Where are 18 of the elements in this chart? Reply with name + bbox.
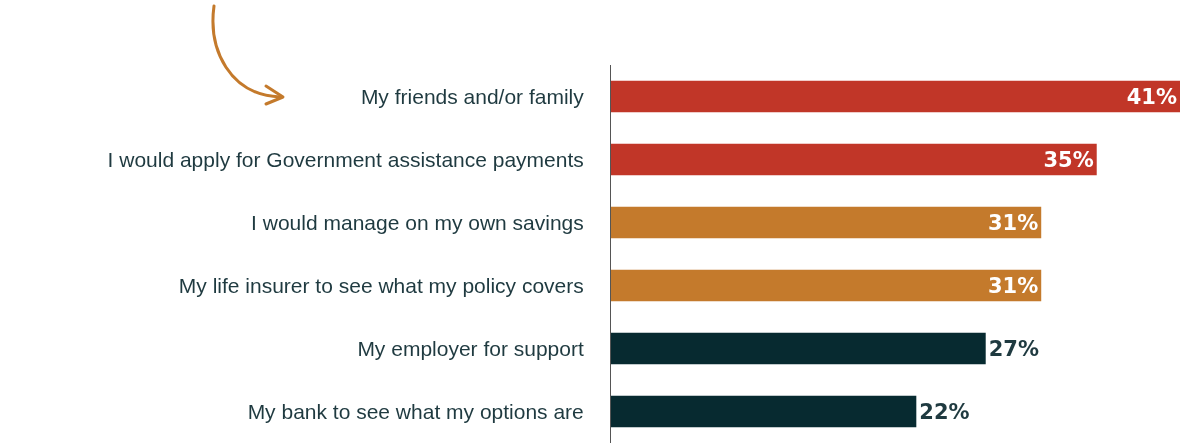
y-tick-label: My friends and/or family bbox=[360, 84, 585, 108]
data-label: 27% bbox=[988, 336, 1039, 361]
data-label: 41% bbox=[1126, 84, 1177, 109]
bar bbox=[611, 143, 1097, 176]
bar bbox=[611, 395, 917, 428]
y-tick-label: I would apply for Government assistance payments bbox=[107, 147, 584, 171]
data-label: 35% bbox=[1043, 147, 1094, 172]
data-label: 31% bbox=[987, 273, 1039, 298]
bar bbox=[611, 206, 1042, 239]
y-tick-label: My life insurer to see what my policy covers bbox=[178, 273, 584, 297]
bar bbox=[611, 332, 986, 365]
data-label: 22% bbox=[919, 399, 970, 424]
data-label: 31% bbox=[987, 210, 1039, 235]
bar bbox=[611, 80, 1180, 113]
y-tick-label: My employer for support bbox=[357, 336, 584, 360]
y-tick-label: I would manage on my own savings bbox=[251, 210, 584, 234]
y-tick-label: My bank to see what my options are bbox=[247, 399, 584, 423]
bar bbox=[611, 269, 1042, 302]
